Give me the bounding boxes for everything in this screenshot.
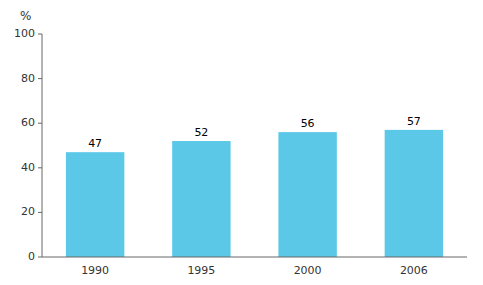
bar — [385, 130, 443, 257]
y-tick — [38, 257, 42, 258]
y-tick-label: 100 — [14, 27, 35, 40]
bar — [278, 132, 336, 257]
y-tick-label: 0 — [28, 250, 35, 263]
y-tick-label: 80 — [21, 72, 35, 85]
y-tick-label: 20 — [21, 205, 35, 218]
data-label: 47 — [88, 137, 102, 150]
chart-container: 0 20 40 60 80 100% 47 52 56 57 1990 1995 2000 2006 — [0, 0, 483, 285]
x-tick-label: 2000 — [294, 264, 322, 277]
x-axis-line — [42, 257, 467, 258]
bars — [66, 130, 443, 257]
x-tick-label: 1990 — [81, 264, 109, 277]
data-label: 56 — [301, 117, 315, 130]
y-tick — [38, 167, 42, 168]
data-label: 52 — [194, 126, 208, 139]
bar — [172, 141, 230, 257]
chart-svg: 0 20 40 60 80 100% 47 52 56 57 1990 1995 2000 2006 — [0, 0, 483, 285]
y-tick-label: 40 — [21, 161, 35, 174]
data-label: 57 — [407, 115, 421, 128]
y-tick — [38, 78, 42, 79]
x-tick-label: 2006 — [400, 264, 428, 277]
y-axis-label: % — [20, 9, 31, 23]
bar — [66, 152, 124, 257]
x-tick-label: 1995 — [187, 264, 215, 277]
y-tick — [38, 34, 42, 35]
y-tick — [38, 123, 42, 124]
y-axis-line — [42, 34, 43, 257]
y-tick — [38, 212, 42, 213]
y-tick-label: 60 — [21, 116, 35, 129]
